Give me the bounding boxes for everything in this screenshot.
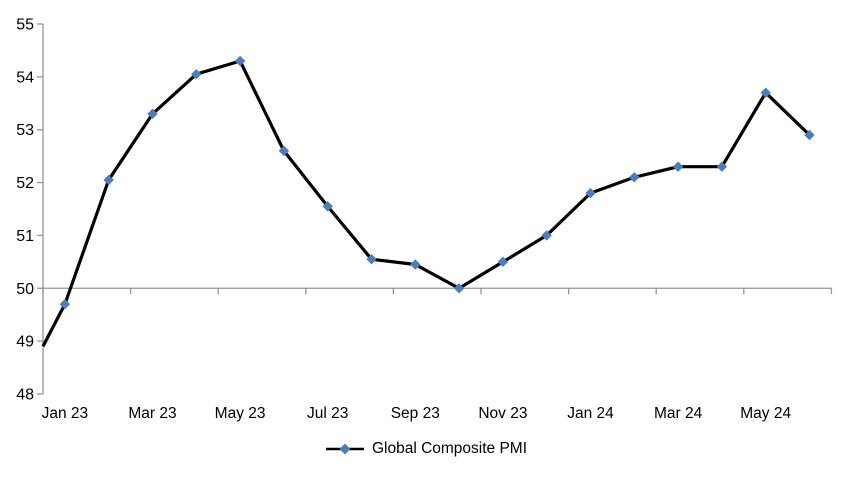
data-point-marker <box>497 256 509 268</box>
data-point-marker <box>234 55 246 67</box>
data-point-marker <box>585 187 596 199</box>
data-point-marker <box>191 69 202 80</box>
x-axis-tick-label: Jan 24 <box>567 405 614 422</box>
data-point-marker <box>672 161 684 172</box>
y-axis-tick-label: 54 <box>16 69 34 86</box>
legend-label: Global Composite PMI <box>371 440 528 457</box>
data-point-marker <box>59 298 71 310</box>
pmi-line-chart: 55 54 53 52 51 50 49 48 Jan 23 Mar 23 May 23 Jul 23… <box>16 17 833 422</box>
series-line <box>41 59 811 348</box>
data-point-marker <box>760 87 771 98</box>
y-axis-tick-label: 52 <box>16 175 34 192</box>
y-axis-tick-label: 51 <box>16 228 34 245</box>
data-point-marker <box>804 129 815 141</box>
legend-diamond-icon <box>339 443 351 455</box>
legend-marker-icon <box>325 443 364 455</box>
x-axis-tick-label: Nov 23 <box>478 405 527 422</box>
x-axis-tick-label: Mar 23 <box>128 405 176 422</box>
x-axis-tick-label: Sep 23 <box>391 405 440 422</box>
data-point-marker <box>716 161 728 172</box>
y-axis-tick-label: 49 <box>16 334 34 351</box>
data-point-marker <box>322 201 333 212</box>
data-point-marker <box>410 259 421 270</box>
x-axis-tick-label: Jan 23 <box>42 405 89 422</box>
x-axis-tick-label: Mar 24 <box>654 405 703 422</box>
data-point-marker <box>147 108 158 120</box>
y-axis-tick-label: 48 <box>16 387 34 404</box>
data-point-marker <box>103 174 114 186</box>
data-point-marker <box>278 145 290 157</box>
y-axis-tick-label: 50 <box>16 281 34 298</box>
data-point-marker <box>541 230 552 241</box>
y-axis-tick-label: 55 <box>16 17 34 34</box>
x-axis-tick-label: May 24 <box>740 405 791 422</box>
data-point-marker <box>453 283 465 294</box>
x-axis-tick-label: May 23 <box>215 405 266 422</box>
data-point-marker <box>629 172 640 183</box>
x-axis-tick-label: Jul 23 <box>307 405 348 422</box>
y-axis-tick-label: 53 <box>16 122 34 139</box>
legend: Global Composite PMI <box>0 441 852 457</box>
data-point-marker <box>366 254 377 265</box>
